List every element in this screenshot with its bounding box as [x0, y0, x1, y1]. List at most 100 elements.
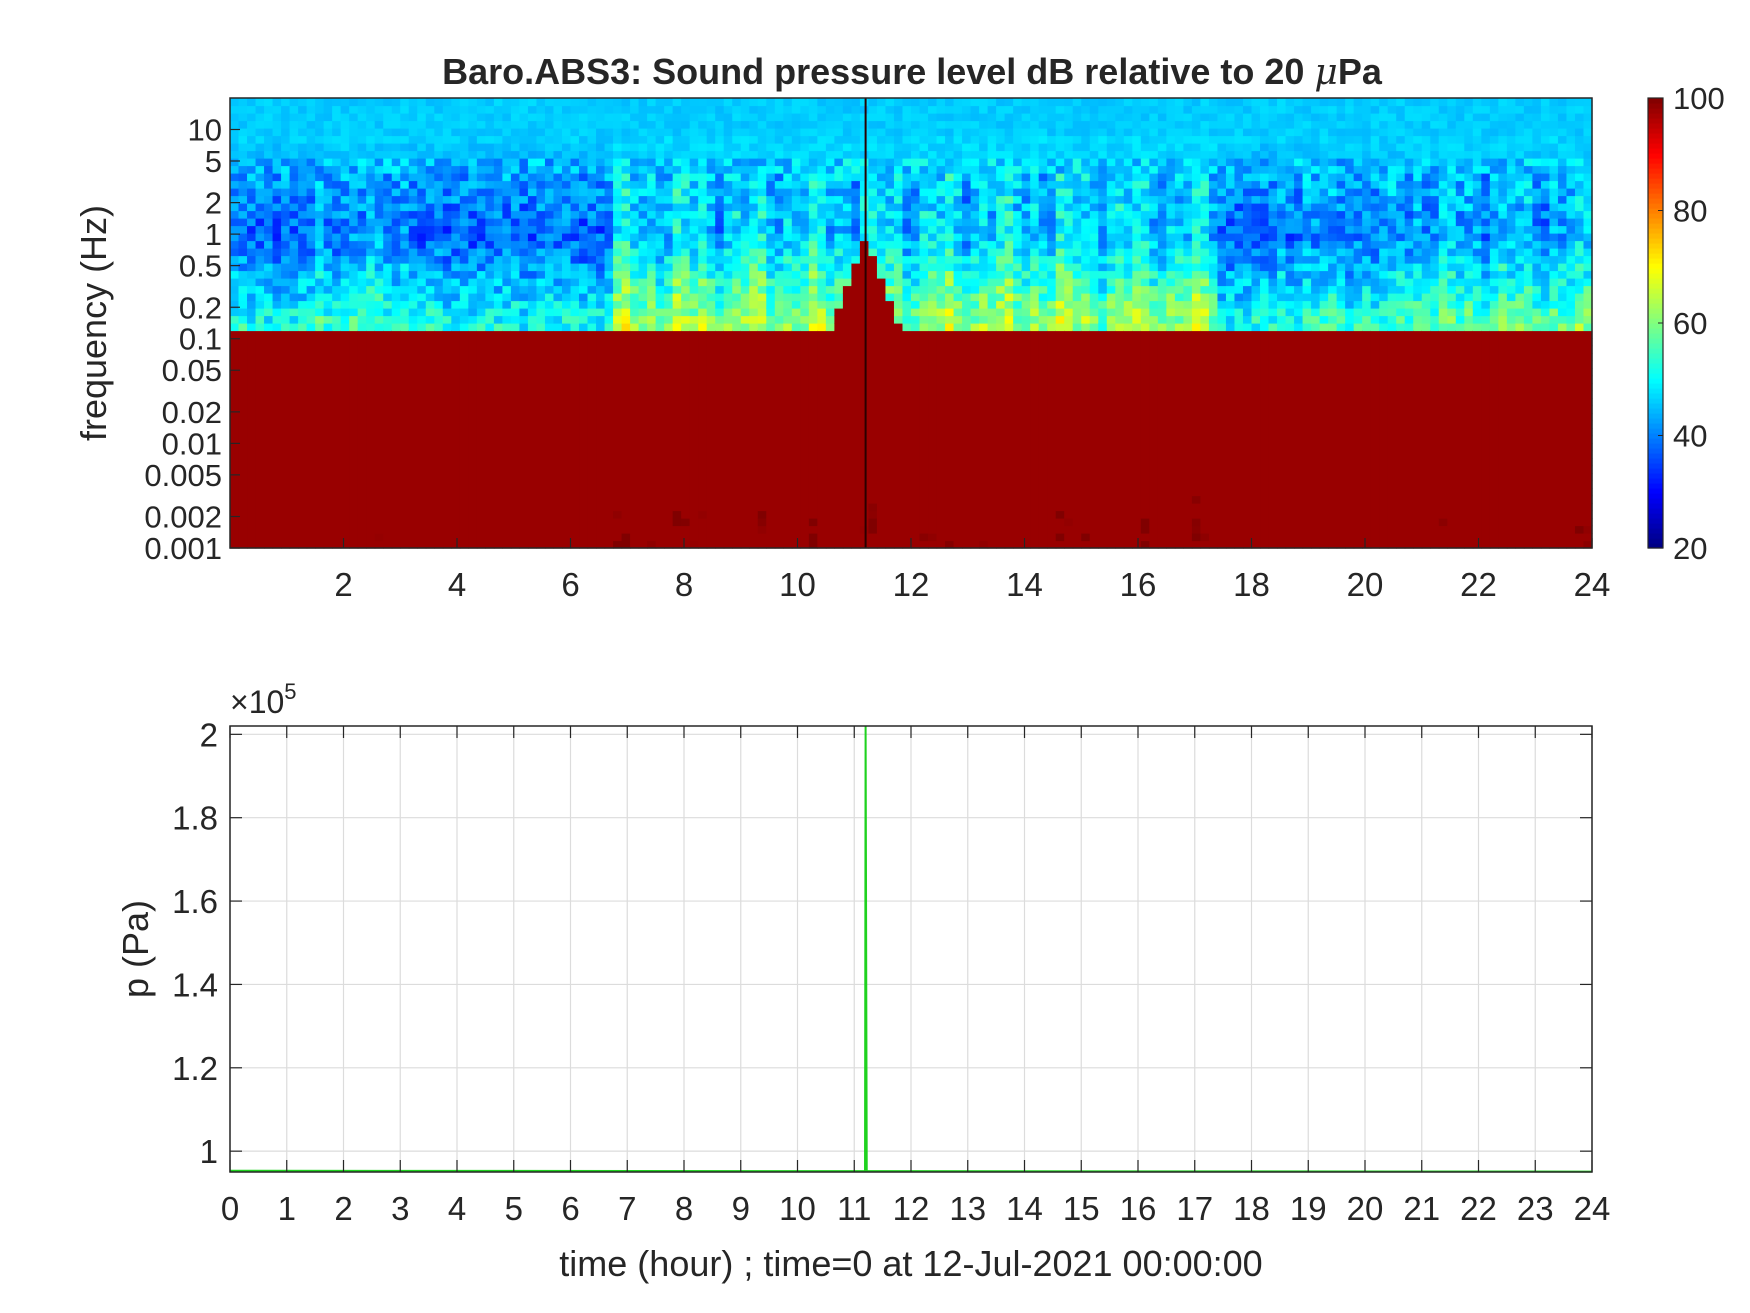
spectrogram-cell: [757, 285, 767, 294]
spectrogram-cell: [298, 383, 308, 392]
spectrogram-cell: [613, 143, 623, 152]
spectrogram-cell: [247, 383, 257, 392]
spectrogram-cell: [613, 353, 623, 362]
spectrogram-cell: [570, 435, 580, 444]
spectrogram-cell: [527, 278, 538, 287]
spectrogram-cell: [800, 143, 810, 152]
spectrogram-cell: [825, 518, 835, 527]
spectrogram-cell: [238, 405, 248, 414]
spectrogram-cell: [366, 150, 376, 159]
spectrogram-cell: [493, 278, 503, 287]
spectrogram-cell: [834, 315, 844, 324]
spectrogram-cell: [332, 180, 342, 189]
spectrogram-cell: [408, 315, 418, 324]
spectrogram-cell: [281, 420, 291, 429]
spectrogram-cell: [417, 368, 427, 377]
spectrogram-cell: [323, 345, 333, 354]
spectrogram-cell: [885, 435, 895, 444]
spectrogram-cell: [783, 488, 793, 497]
spectrogram-cell: [272, 338, 282, 347]
spectrogram-cell: [493, 165, 503, 174]
spectrogram-cell: [357, 510, 367, 519]
spectrogram-cell: [485, 338, 495, 347]
spectrogram-cell: [391, 248, 401, 257]
spectrogram-cell: [502, 405, 512, 414]
spectrogram-cell: [476, 495, 486, 504]
spectrogram-cell: [902, 405, 912, 414]
spectrogram-cell: [604, 503, 614, 512]
spectrogram-cell: [706, 135, 716, 144]
spectrogram-cell: [238, 330, 248, 339]
spectrogram-cell: [272, 98, 282, 107]
spectrogram-cell: [672, 300, 682, 309]
spectrogram-cell: [842, 450, 853, 459]
spectrogram-cell: [928, 435, 938, 444]
spectrogram-cell: [672, 458, 682, 467]
spectrogram-cell: [289, 248, 299, 257]
spectrogram-cell: [791, 518, 801, 527]
spectrogram-cell: [664, 105, 674, 114]
spectrogram-cell: [766, 420, 776, 429]
spectrogram-cell: [476, 240, 486, 249]
spectrogram-cell: [791, 473, 801, 482]
spectrogram-cell: [230, 405, 240, 414]
spectrogram-cell: [323, 188, 333, 197]
spectrogram-cell: [902, 180, 912, 189]
spectrogram-cell: [536, 105, 546, 114]
spectrogram-cell: [272, 368, 282, 377]
spectrogram-cell: [357, 383, 367, 392]
spectrogram-cell: [911, 173, 921, 182]
spectrogram-cell: [332, 353, 342, 362]
spectrogram-cell: [596, 188, 606, 197]
spectrogram-cell: [425, 540, 435, 549]
spectrogram-cell: [391, 390, 401, 399]
spectrogram-cell: [417, 338, 427, 347]
spectrogram-cell: [911, 128, 921, 137]
spectrogram-cell: [936, 435, 946, 444]
spectrogram-cell: [604, 420, 614, 429]
spectrogram-cell: [613, 278, 623, 287]
spectrogram-cell: [706, 495, 716, 504]
spectrogram-cell: [902, 285, 912, 294]
spectrogram-cell: [255, 173, 265, 182]
spectrogram-cell: [757, 308, 767, 317]
spectrogram-cell: [349, 218, 359, 227]
spectrogram-cell: [936, 540, 946, 549]
spectrogram-cell: [366, 308, 376, 317]
spectrogram-cell: [298, 128, 308, 137]
spectrogram-cell: [306, 368, 316, 377]
spectrogram-cell: [604, 323, 614, 332]
spectrogram-cell: [596, 113, 606, 122]
spectrogram-cell: [306, 540, 316, 549]
spectrogram-cell: [340, 345, 350, 354]
spectrogram-cell: [238, 503, 248, 512]
spectrogram-cell: [323, 195, 333, 204]
spectrogram-cell: [715, 165, 725, 174]
spectrogram-cell: [851, 248, 861, 257]
spectrogram-cell: [553, 218, 563, 227]
spectrogram-cell: [749, 180, 759, 189]
spectrogram-cell: [459, 480, 469, 489]
spectrogram-cell: [579, 113, 589, 122]
spectrogram-cell: [893, 278, 904, 287]
spectrogram-cell: [766, 315, 776, 324]
spectrogram-cell: [638, 300, 648, 309]
spectrogram-cell: [289, 450, 299, 459]
spectrogram-cell: [442, 375, 452, 384]
spectrogram-cell: [630, 263, 640, 272]
spectrogram-cell: [876, 428, 887, 437]
spectrogram-cell: [723, 98, 733, 107]
spectrogram-cell: [230, 383, 240, 392]
spectrogram-cell: [638, 345, 648, 354]
spectrogram-cell: [510, 233, 521, 242]
spectrogram-cell: [374, 270, 384, 279]
spectrogram-cell: [442, 98, 452, 107]
spectrogram-cell: [340, 465, 350, 474]
spectrogram-cell: [800, 158, 810, 167]
spectrogram-cell: [561, 315, 572, 324]
spectrogram-cell: [749, 263, 759, 272]
spectrogram-cell: [357, 188, 367, 197]
spectrogram-cell: [340, 428, 350, 437]
spectrogram-cell: [596, 210, 606, 219]
spectrogram-cell: [298, 540, 308, 549]
